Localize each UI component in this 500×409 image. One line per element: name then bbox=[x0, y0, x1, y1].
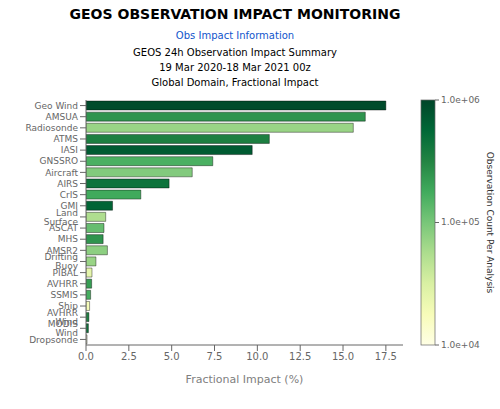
svg-text:ASCAT: ASCAT bbox=[49, 223, 79, 233]
svg-text:Fractional Impact (%): Fractional Impact (%) bbox=[186, 373, 304, 386]
svg-text:PIBAL: PIBAL bbox=[53, 268, 78, 278]
svg-text:1.0e+05: 1.0e+05 bbox=[441, 217, 480, 227]
svg-text:ATMS: ATMS bbox=[54, 134, 79, 144]
svg-text:Geo Wind: Geo Wind bbox=[35, 101, 79, 111]
svg-text:IASI: IASI bbox=[61, 145, 78, 155]
svg-text:MHS: MHS bbox=[58, 234, 79, 244]
svg-text:CrIS: CrIS bbox=[60, 190, 79, 200]
svg-text:1.0e+04: 1.0e+04 bbox=[441, 340, 480, 350]
svg-text:15.0: 15.0 bbox=[332, 351, 354, 362]
svg-text:Aircraft: Aircraft bbox=[45, 168, 78, 178]
svg-text:AVHRR: AVHRR bbox=[47, 279, 78, 289]
svg-text:2.5: 2.5 bbox=[121, 351, 137, 362]
svg-text:SSMIS: SSMIS bbox=[50, 290, 78, 300]
svg-text:10.0: 10.0 bbox=[246, 351, 268, 362]
svg-text:0.0: 0.0 bbox=[78, 351, 94, 362]
svg-text:Dropsonde: Dropsonde bbox=[29, 335, 78, 345]
svg-text:12.5: 12.5 bbox=[289, 351, 311, 362]
svg-text:1.0e+06: 1.0e+06 bbox=[441, 95, 480, 105]
svg-text:AIRS: AIRS bbox=[57, 179, 78, 189]
svg-text:17.5: 17.5 bbox=[375, 351, 397, 362]
svg-text:AMSUA: AMSUA bbox=[46, 112, 79, 122]
svg-text:5.0: 5.0 bbox=[164, 351, 180, 362]
svg-text:Radiosonde: Radiosonde bbox=[26, 123, 79, 133]
svg-text:Observation Count Per Analysis: Observation Count Per Analysis bbox=[485, 152, 492, 294]
svg-text:GNSSRO: GNSSRO bbox=[40, 156, 78, 166]
svg-text:7.5: 7.5 bbox=[207, 351, 223, 362]
